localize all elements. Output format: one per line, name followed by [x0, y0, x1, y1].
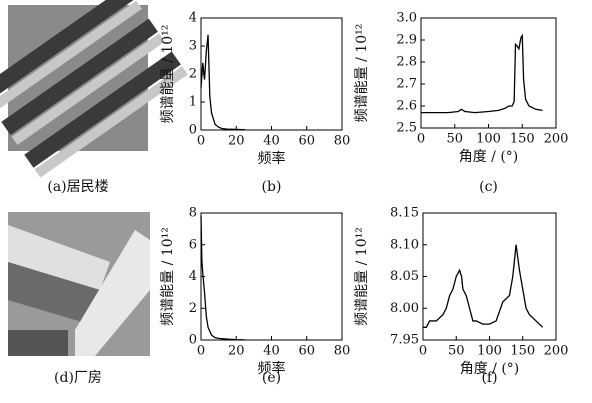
y-tick-label: 0: [189, 123, 197, 138]
image-caption: (d)厂房: [54, 370, 102, 386]
y-tick-label: 6: [189, 237, 197, 252]
x-tick-label: 0: [197, 344, 205, 359]
y-tick-label: 3: [189, 39, 197, 54]
x-tick-label: 40: [263, 134, 280, 149]
y-tick-label: 3.0: [396, 11, 417, 26]
y-tick-label: 2.9: [396, 33, 417, 48]
x-tick-label: 100: [477, 344, 502, 359]
y-axis-label: 频谱能量 / 10¹²: [160, 227, 176, 326]
x-tick-label: 50: [446, 132, 463, 147]
x-tick-label: 150: [510, 344, 535, 359]
data-line: [201, 216, 245, 340]
y-tick-label: 7.95: [390, 333, 419, 348]
y-tick-label: 2: [189, 301, 197, 316]
panel-caption: (c): [479, 179, 498, 195]
y-tick-label: 2.7: [396, 77, 417, 92]
y-tick-label: 1: [189, 95, 197, 110]
x-axis-label: 角度 / (°): [459, 149, 519, 165]
y-tick-label: 4: [189, 11, 197, 26]
x-tick-label: 0: [417, 132, 425, 147]
x-tick-label: 80: [334, 134, 351, 149]
x-tick-label: 0: [419, 344, 427, 359]
y-axis-label: 频谱能量 / 10¹²: [354, 24, 370, 123]
y-tick-label: 8.15: [390, 206, 419, 221]
y-tick-label: 2.6: [396, 99, 417, 114]
y-tick-label: 8: [189, 206, 197, 221]
y-tick-label: 4: [189, 269, 197, 284]
data-line: [423, 245, 543, 328]
y-axis-label: 频谱能量 / 10¹²: [160, 25, 176, 124]
panel-caption: (b): [262, 179, 282, 195]
x-tick-label: 20: [228, 134, 245, 149]
x-tick-label: 80: [334, 344, 351, 359]
x-tick-label: 200: [544, 344, 569, 359]
figure: (a)居民楼 (d)厂房 02040608001234频率频谱能量 / 10¹²…: [0, 0, 592, 403]
x-tick-label: 50: [448, 344, 465, 359]
x-tick-label: 200: [544, 132, 569, 147]
y-tick-label: 2.8: [396, 55, 417, 70]
x-tick-label: 100: [476, 132, 501, 147]
plot-frame: [201, 18, 342, 130]
x-tick-label: 150: [510, 132, 535, 147]
y-tick-label: 8.05: [390, 269, 419, 284]
data-line: [421, 36, 543, 113]
panel-caption: (e): [262, 370, 281, 386]
x-tick-label: 0: [197, 134, 205, 149]
x-axis-label: 频率: [258, 150, 286, 167]
y-tick-label: 2: [189, 67, 197, 82]
y-tick-label: 2.5: [396, 121, 417, 136]
y-tick-label: 8.10: [390, 237, 419, 252]
y-tick-label: 8.00: [390, 301, 419, 316]
y-axis-label: 频谱能量 / 10¹²: [354, 227, 370, 326]
x-tick-label: 60: [298, 134, 315, 149]
y-tick-label: 0: [189, 333, 197, 348]
x-tick-label: 20: [228, 344, 245, 359]
plot-frame: [201, 213, 342, 340]
x-tick-label: 60: [298, 344, 315, 359]
panel-caption: (f): [481, 370, 497, 386]
image-caption: (a)居民楼: [47, 179, 108, 195]
x-tick-label: 40: [263, 344, 280, 359]
aerial-image-factory: [8, 212, 150, 356]
data-line: [201, 35, 245, 130]
